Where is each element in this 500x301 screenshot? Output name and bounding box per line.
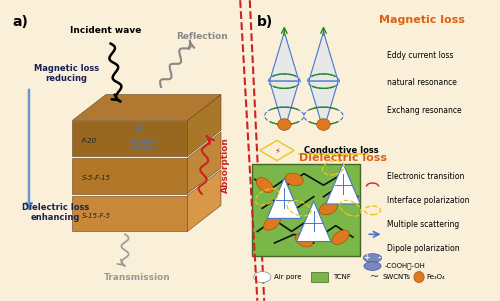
Text: +: + bbox=[363, 253, 370, 262]
Text: Interface polarization: Interface polarization bbox=[387, 196, 469, 205]
FancyBboxPatch shape bbox=[252, 163, 360, 256]
Polygon shape bbox=[188, 170, 221, 231]
Text: Electronic transition: Electronic transition bbox=[387, 172, 464, 181]
Polygon shape bbox=[72, 158, 188, 194]
Text: Eddy current loss: Eddy current loss bbox=[387, 51, 454, 60]
Text: Transmission: Transmission bbox=[104, 273, 170, 282]
Polygon shape bbox=[309, 81, 338, 130]
Text: Multiple scattering: Multiple scattering bbox=[387, 220, 460, 229]
Text: Magnetic loss
reducing: Magnetic loss reducing bbox=[34, 64, 99, 83]
Polygon shape bbox=[72, 196, 188, 231]
Text: TCNF: TCNF bbox=[334, 274, 351, 280]
Text: Absorption: Absorption bbox=[222, 137, 230, 193]
Polygon shape bbox=[326, 163, 360, 204]
Bar bbox=[311, 272, 328, 282]
Text: Dielectric loss
enhancing: Dielectric loss enhancing bbox=[22, 203, 89, 222]
Ellipse shape bbox=[364, 254, 382, 262]
Ellipse shape bbox=[254, 272, 271, 283]
Ellipse shape bbox=[414, 272, 424, 283]
Text: Secondary
reflection: Secondary reflection bbox=[130, 139, 159, 150]
Ellipse shape bbox=[320, 202, 338, 215]
Polygon shape bbox=[72, 95, 221, 121]
Polygon shape bbox=[309, 32, 338, 81]
Text: a): a) bbox=[12, 15, 28, 29]
Text: S-5-F-15: S-5-F-15 bbox=[82, 175, 111, 181]
Ellipse shape bbox=[256, 178, 273, 193]
Ellipse shape bbox=[317, 119, 330, 130]
Text: SWCNTs: SWCNTs bbox=[382, 274, 410, 280]
Text: b): b) bbox=[258, 15, 274, 29]
Polygon shape bbox=[270, 32, 299, 81]
Text: natural resonance: natural resonance bbox=[387, 78, 457, 87]
Polygon shape bbox=[72, 121, 188, 156]
Text: Dielectric loss: Dielectric loss bbox=[299, 154, 387, 163]
Ellipse shape bbox=[364, 262, 381, 270]
Text: Reflection: Reflection bbox=[176, 32, 228, 41]
Polygon shape bbox=[188, 95, 221, 156]
Ellipse shape bbox=[332, 230, 349, 244]
Text: S-15-F-5: S-15-F-5 bbox=[82, 213, 111, 219]
Text: -COOH，-OH: -COOH，-OH bbox=[385, 263, 426, 269]
Text: Magnetic loss: Magnetic loss bbox=[378, 15, 464, 25]
Text: -: - bbox=[377, 253, 380, 262]
Text: F-20: F-20 bbox=[82, 138, 97, 144]
Polygon shape bbox=[296, 201, 331, 241]
Ellipse shape bbox=[278, 119, 291, 130]
Ellipse shape bbox=[264, 215, 280, 230]
Text: ⚡: ⚡ bbox=[274, 146, 280, 155]
Text: Incident wave: Incident wave bbox=[70, 26, 142, 35]
Text: Exchang resonance: Exchang resonance bbox=[387, 106, 462, 115]
Polygon shape bbox=[188, 132, 221, 194]
Polygon shape bbox=[267, 178, 302, 219]
Ellipse shape bbox=[285, 173, 303, 186]
Text: Fe₃O₄: Fe₃O₄ bbox=[426, 274, 445, 280]
Text: Dipole polarization: Dipole polarization bbox=[387, 244, 460, 253]
Text: Conductive loss: Conductive loss bbox=[304, 146, 378, 155]
Text: ~: ~ bbox=[370, 272, 380, 281]
Text: Air pore: Air pore bbox=[274, 274, 302, 280]
Polygon shape bbox=[270, 81, 299, 130]
Ellipse shape bbox=[295, 233, 312, 247]
